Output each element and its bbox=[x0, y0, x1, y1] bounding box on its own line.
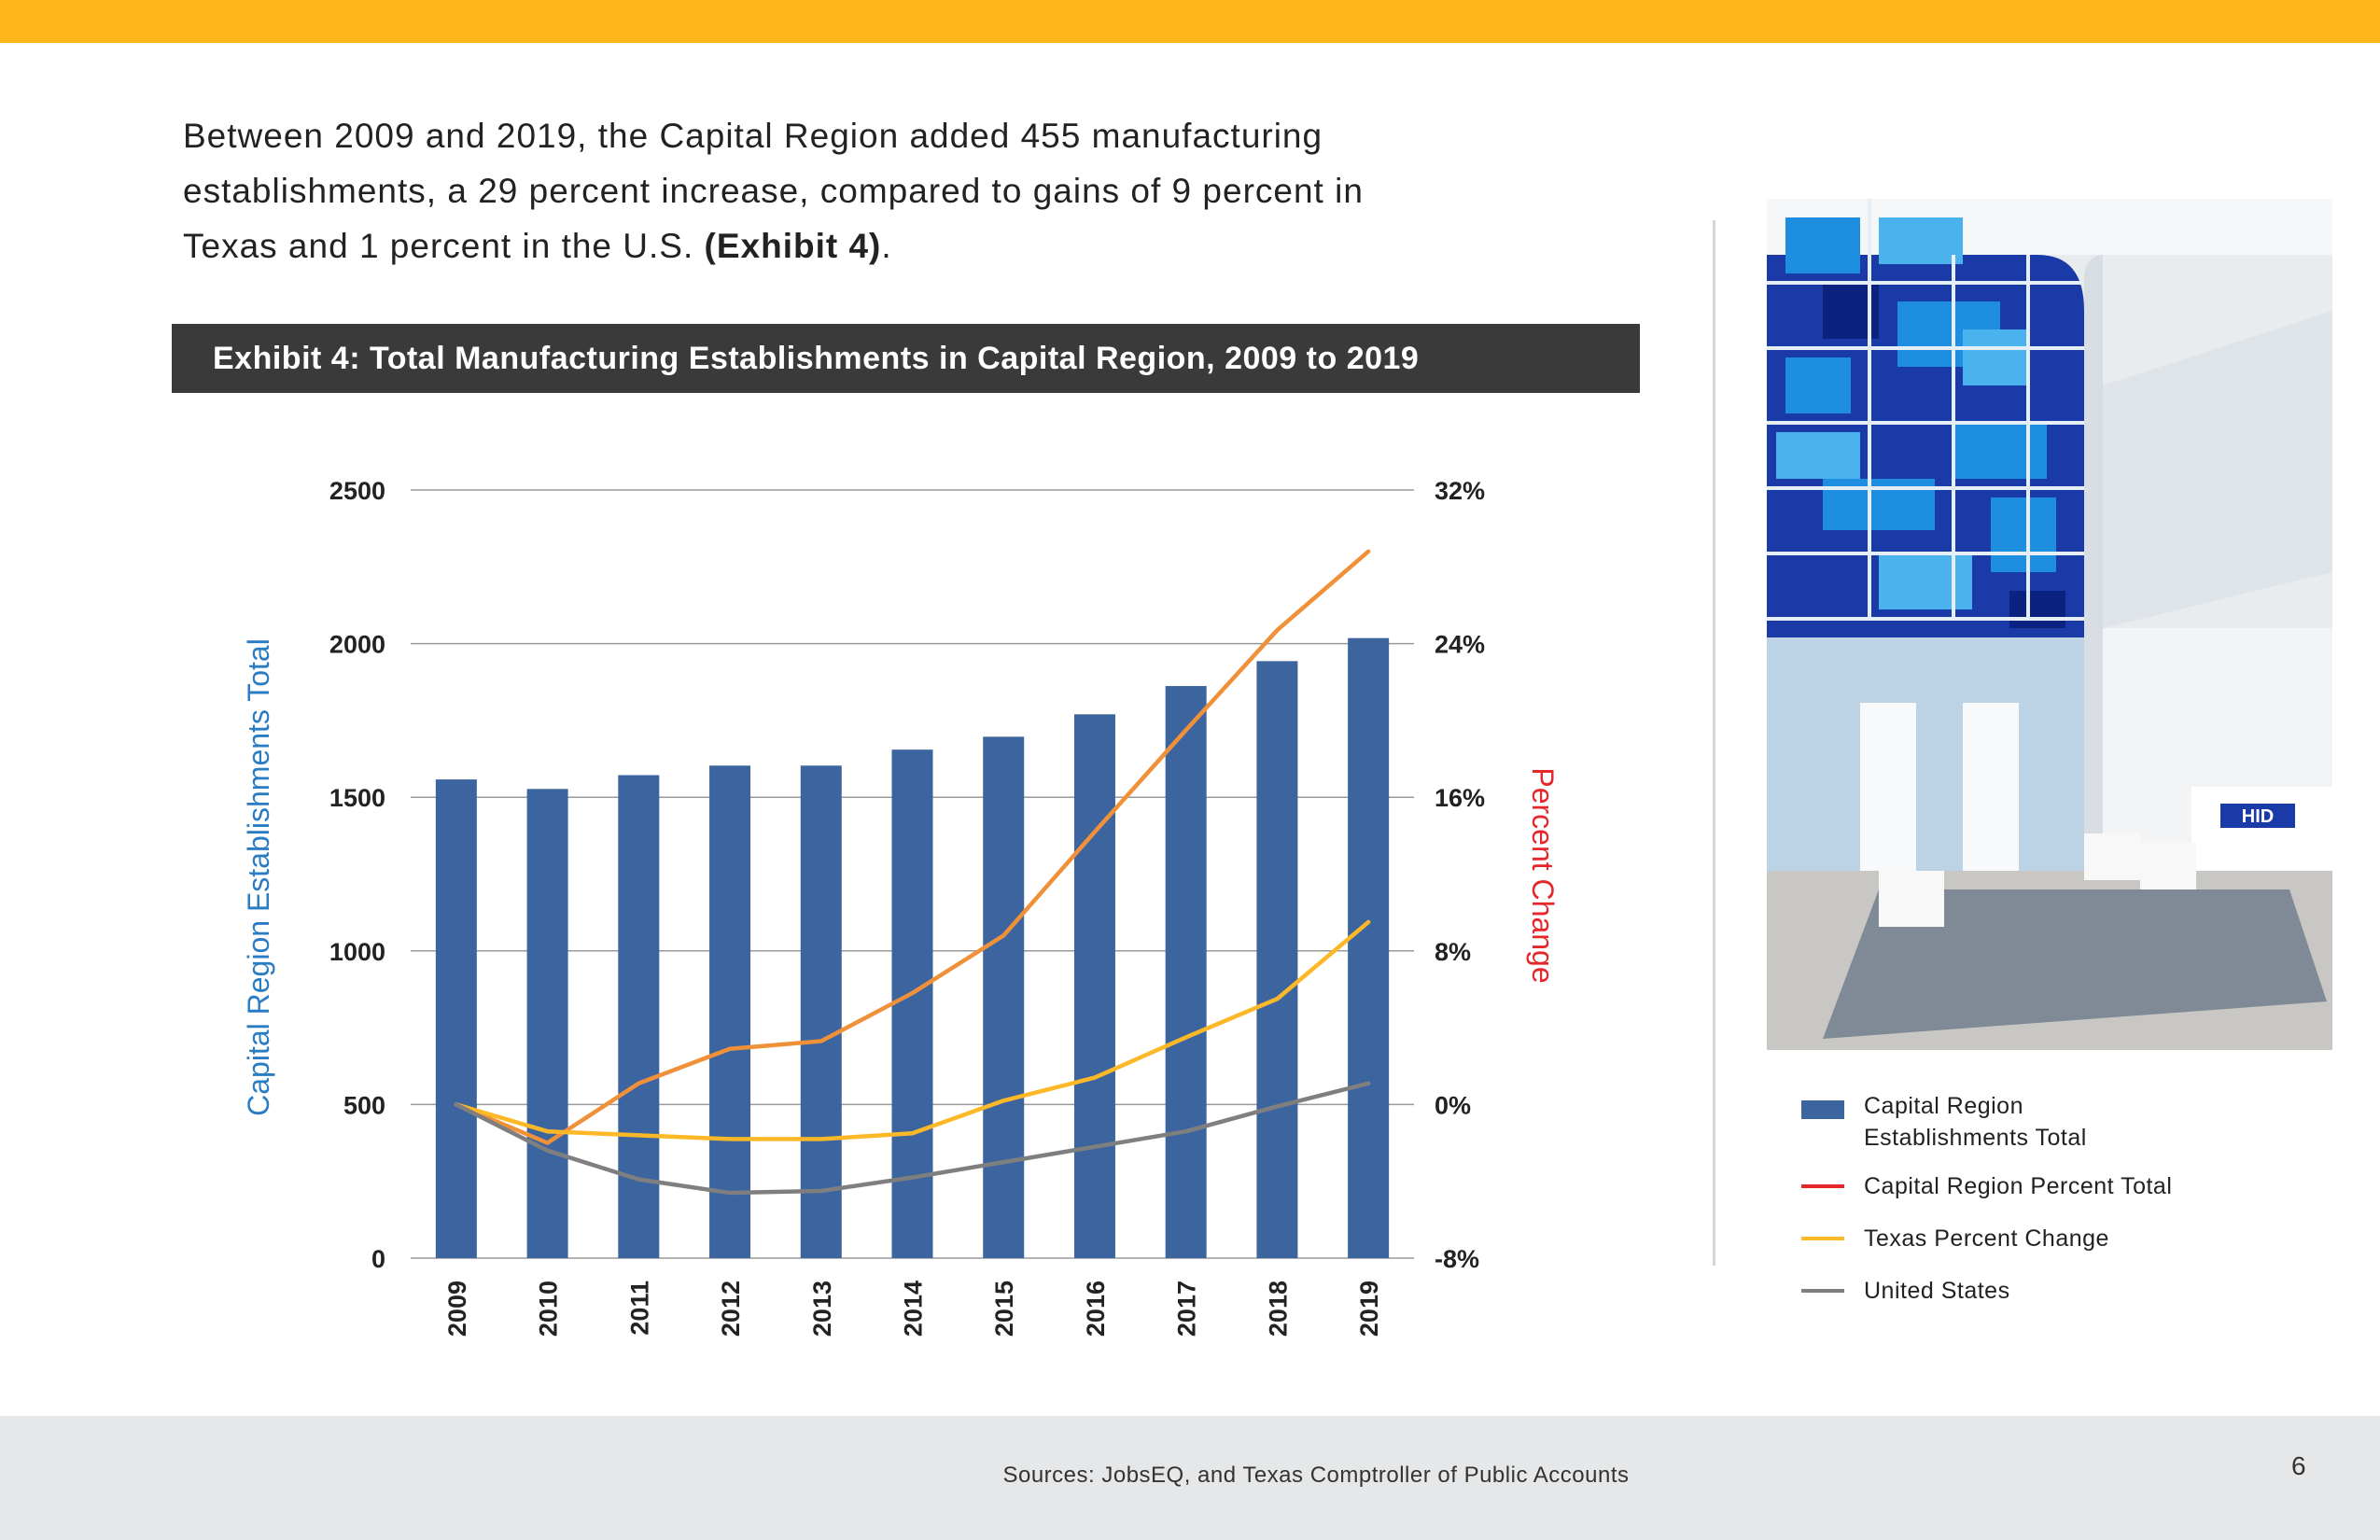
y2-axis-title: Percent Change bbox=[1526, 767, 1560, 983]
y2-tick-label: 32% bbox=[1435, 477, 1485, 505]
intro-paragraph: Between 2009 and 2019, the Capital Regio… bbox=[183, 108, 1639, 273]
lobby-photo: HID bbox=[1767, 199, 2332, 1050]
source-note: Sources: JobsEQ, and Texas Comptroller o… bbox=[1002, 1463, 1630, 1488]
y2-tick-label: 0% bbox=[1435, 1091, 1471, 1119]
y-tick-label: 2500 bbox=[329, 477, 385, 505]
legend-label-line: Establishments Total bbox=[1864, 1125, 2087, 1151]
intro-line-3-text: Texas and 1 percent in the U.S. bbox=[183, 227, 705, 265]
x-tick-label: 2014 bbox=[900, 1281, 928, 1337]
y-tick-label: 2000 bbox=[329, 631, 385, 659]
y2-tick-label: 24% bbox=[1435, 631, 1485, 659]
legend-label: Capital Region Establishments Total bbox=[1864, 1090, 2087, 1154]
x-tick-label: 2012 bbox=[717, 1281, 745, 1337]
y2-tick-label: 8% bbox=[1435, 938, 1471, 966]
hid-logo: HID bbox=[2242, 806, 2274, 827]
legend-line-swatch bbox=[1801, 1184, 1844, 1188]
legend-label-line: Capital Region bbox=[1864, 1093, 2023, 1119]
y-tick-label: 500 bbox=[343, 1091, 385, 1119]
legend-line-swatch bbox=[1801, 1289, 1844, 1293]
top-accent-bar bbox=[0, 0, 2380, 43]
bar bbox=[1073, 714, 1115, 1258]
legend-label-line: Capital Region Percent Total bbox=[1864, 1173, 2173, 1199]
intro-line-3-end: . bbox=[881, 227, 892, 265]
series-line bbox=[454, 919, 1371, 1141]
vertical-divider bbox=[1713, 220, 1715, 1266]
bar bbox=[526, 789, 568, 1258]
bar bbox=[435, 779, 477, 1258]
y-tick-label: 1500 bbox=[329, 784, 385, 812]
legend-label: Texas Percent Change bbox=[1864, 1223, 2109, 1254]
series-line bbox=[454, 549, 1371, 1145]
intro-line-2: establishments, a 29 percent increase, c… bbox=[183, 172, 1364, 210]
x-tick-label: 2015 bbox=[990, 1281, 1018, 1337]
bar bbox=[618, 775, 660, 1258]
exhibit-reference: (Exhibit 4) bbox=[704, 227, 882, 265]
y2-tick-label: -8% bbox=[1435, 1245, 1479, 1273]
legend-label: Capital Region Percent Total bbox=[1864, 1170, 2172, 1202]
bar bbox=[1348, 637, 1390, 1258]
legend-line-swatch bbox=[1801, 1237, 1844, 1240]
x-tick-label: 2018 bbox=[1264, 1281, 1292, 1337]
x-tick-label: 2010 bbox=[535, 1281, 563, 1337]
footer: Sources: JobsEQ, and Texas Comptroller o… bbox=[0, 1416, 2380, 1540]
bar bbox=[1165, 686, 1207, 1258]
exhibit-title-bar: Exhibit 4: Total Manufacturing Establish… bbox=[172, 324, 1640, 393]
intro-line-1: Between 2009 and 2019, the Capital Regio… bbox=[183, 117, 1323, 155]
x-tick-label: 2017 bbox=[1173, 1281, 1201, 1337]
manufacturing-chart: 0 500 1000 1500 2000 2500 -8% 0% 8% 16% 24% 32% 2009… bbox=[242, 477, 1560, 1337]
bar bbox=[891, 749, 933, 1258]
x-tick-label: 2013 bbox=[808, 1281, 836, 1337]
intro-line-3: Texas and 1 percent in the U.S. (Exhibit… bbox=[183, 218, 1639, 273]
legend-label: United States bbox=[1864, 1275, 2010, 1307]
exhibit-title: Exhibit 4: Total Manufacturing Establish… bbox=[213, 341, 1420, 376]
y-tick-label: 0 bbox=[371, 1245, 385, 1273]
bar bbox=[1256, 661, 1298, 1258]
y-axis-title: Capital Region Establishments Total bbox=[242, 638, 275, 1116]
y2-tick-label: 16% bbox=[1435, 784, 1485, 812]
bar bbox=[800, 765, 842, 1258]
legend-label-line: United States bbox=[1864, 1278, 2010, 1304]
x-tick-label: 2011 bbox=[625, 1281, 653, 1336]
series-line bbox=[454, 1081, 1371, 1196]
y-tick-label: 1000 bbox=[329, 938, 385, 966]
x-tick-label: 2009 bbox=[443, 1281, 471, 1337]
legend-label-line: Texas Percent Change bbox=[1864, 1225, 2109, 1252]
legend-box-swatch bbox=[1801, 1100, 1844, 1119]
x-tick-label: 2016 bbox=[1082, 1281, 1110, 1337]
x-tick-label: 2019 bbox=[1355, 1281, 1383, 1337]
bar bbox=[709, 765, 751, 1258]
bar bbox=[983, 736, 1025, 1258]
page-number: 6 bbox=[2291, 1451, 2306, 1480]
